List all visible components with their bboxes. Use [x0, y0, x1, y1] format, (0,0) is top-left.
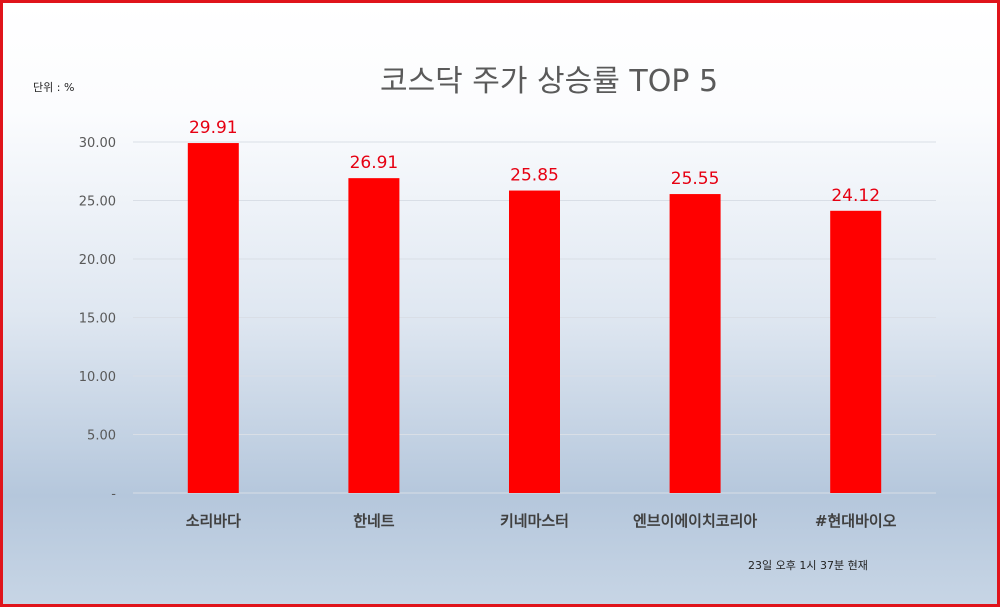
- bars: [187, 143, 882, 494]
- bar: [669, 194, 721, 493]
- category-label: 엔브이에이치코리아: [633, 512, 757, 530]
- category-label: 키네마스터: [500, 512, 569, 530]
- y-tick-label: 25.00: [79, 195, 116, 210]
- y-tick-label: 5.00: [87, 429, 116, 444]
- data-label: 25.85: [510, 166, 559, 186]
- data-label: 25.55: [671, 169, 720, 189]
- y-tick-label: 15.00: [79, 312, 116, 327]
- y-tick-label: 10.00: [79, 370, 116, 385]
- unit-label: 단위 : %: [33, 81, 74, 94]
- y-tick-label: 30.00: [79, 136, 116, 151]
- category-labels: 소리바다 한네트 키네마스터 엔브이에이치코리아 #현대바이오: [186, 512, 897, 530]
- category-label: #현대바이오: [815, 512, 897, 530]
- category-label: 소리바다: [186, 512, 241, 530]
- bar-chart: 코스닥 주가 상승률 TOP 5 단위 : % - 5.00 10.00 15.00 2…: [33, 64, 936, 572]
- y-axis-ticks: - 5.00 10.00 15.00 20.00 25.00 30.00: [79, 136, 117, 502]
- data-label: 24.12: [831, 186, 880, 206]
- data-label: 29.91: [189, 118, 238, 138]
- bar: [187, 143, 239, 494]
- y-tick-label: 20.00: [79, 253, 116, 268]
- data-labels: 29.91 26.91 25.85 25.55 24.12: [189, 118, 880, 206]
- category-label: 한네트: [353, 512, 395, 530]
- bar: [348, 178, 400, 493]
- bar: [830, 210, 882, 493]
- bar: [509, 190, 560, 493]
- footnote: 23일 오후 1시 37분 현재: [748, 558, 868, 572]
- y-tick-label: -: [111, 487, 116, 502]
- data-label: 26.91: [350, 153, 399, 173]
- chart-title: 코스닥 주가 상승률 TOP 5: [380, 64, 718, 99]
